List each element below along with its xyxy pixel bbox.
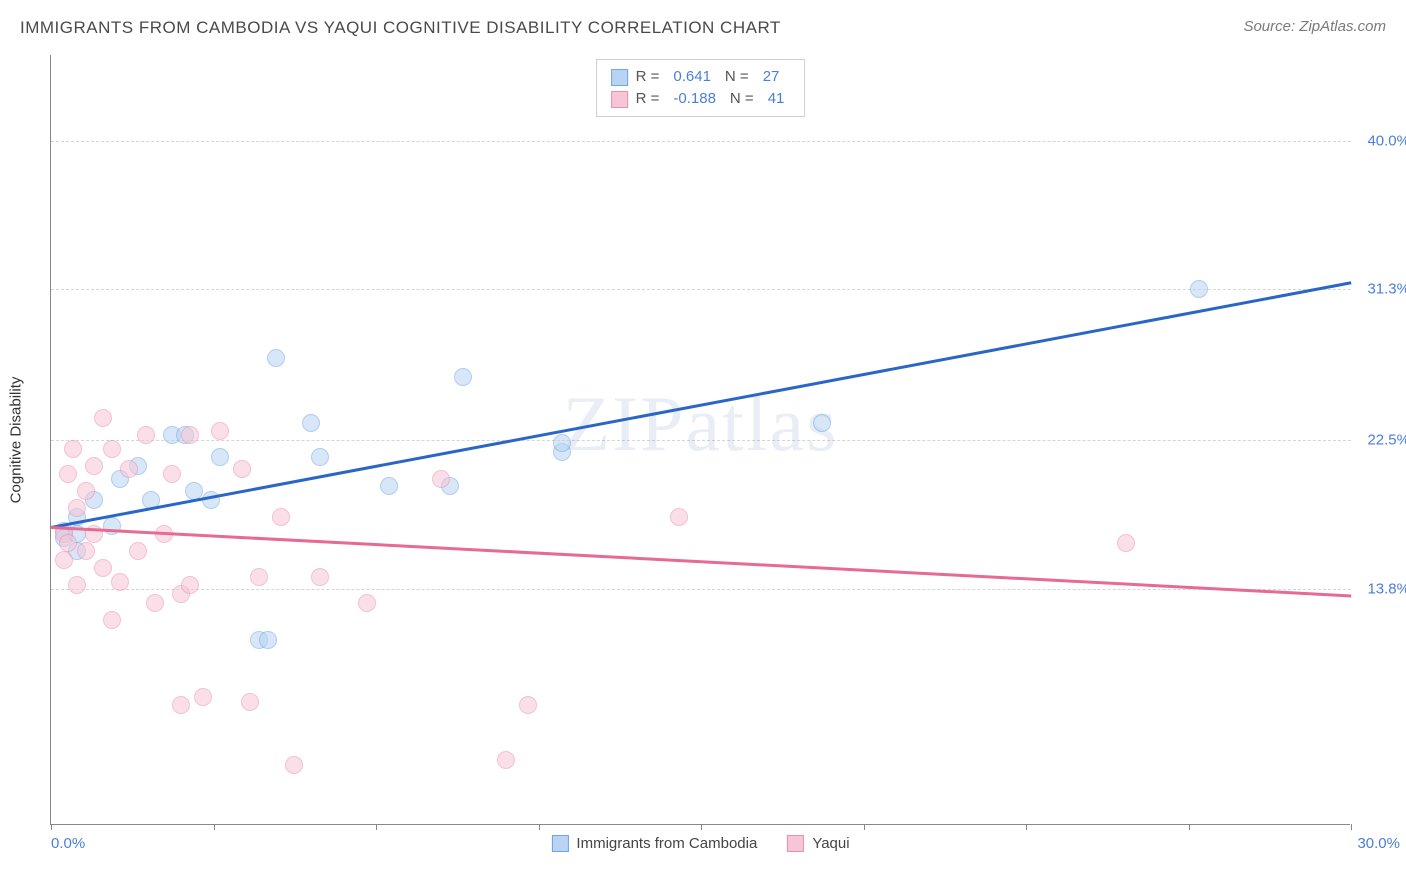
y-tick-label: 31.3% xyxy=(1367,281,1406,298)
trend-line xyxy=(51,281,1352,529)
y-tick-label: 13.8% xyxy=(1367,580,1406,597)
x-tick xyxy=(214,824,215,830)
x-tick xyxy=(1351,824,1352,830)
swatch-series2-bottom xyxy=(787,835,804,852)
x-axis-max-label: 30.0% xyxy=(1357,835,1400,852)
y-tick-label: 22.5% xyxy=(1367,432,1406,449)
legend-item-series1: Immigrants from Cambodia xyxy=(551,835,757,852)
swatch-series1-bottom xyxy=(551,835,568,852)
n-label: N = xyxy=(730,88,754,110)
r-label: R = xyxy=(636,66,660,88)
legend-row-series1: R = 0.641 N = 27 xyxy=(611,66,791,88)
series1-name: Immigrants from Cambodia xyxy=(576,835,757,852)
legend-row-series2: R = -0.188 N = 41 xyxy=(611,88,791,110)
n-label: N = xyxy=(725,66,749,88)
chart-area: ZIPatlas 13.8%22.5%31.3%40.0% R = 0.641 … xyxy=(50,55,1350,825)
correlation-legend: R = 0.641 N = 27 R = -0.188 N = 41 xyxy=(596,59,806,117)
r-value-series1: 0.641 xyxy=(667,66,717,88)
series2-name: Yaqui xyxy=(812,835,849,852)
x-tick xyxy=(1026,824,1027,830)
source-attribution: Source: ZipAtlas.com xyxy=(1243,18,1386,35)
swatch-series2 xyxy=(611,91,628,108)
swatch-series1 xyxy=(611,69,628,86)
x-tick xyxy=(864,824,865,830)
x-axis-min-label: 0.0% xyxy=(51,835,85,852)
trend-line xyxy=(51,526,1351,597)
plot-box: ZIPatlas 13.8%22.5%31.3%40.0% R = 0.641 … xyxy=(50,55,1350,825)
x-tick xyxy=(1189,824,1190,830)
x-tick xyxy=(51,824,52,830)
chart-title: IMMIGRANTS FROM CAMBODIA VS YAQUI COGNIT… xyxy=(20,18,781,38)
x-tick xyxy=(376,824,377,830)
n-value-series1: 27 xyxy=(757,66,786,88)
y-tick-label: 40.0% xyxy=(1367,132,1406,149)
y-axis-title: Cognitive Disability xyxy=(8,376,25,503)
n-value-series2: 41 xyxy=(762,88,791,110)
legend-item-series2: Yaqui xyxy=(787,835,849,852)
x-tick xyxy=(539,824,540,830)
chart-header: IMMIGRANTS FROM CAMBODIA VS YAQUI COGNIT… xyxy=(0,0,1406,38)
series-legend: Immigrants from Cambodia Yaqui xyxy=(551,835,849,852)
r-label: R = xyxy=(636,88,660,110)
x-tick xyxy=(701,824,702,830)
r-value-series2: -0.188 xyxy=(667,88,722,110)
